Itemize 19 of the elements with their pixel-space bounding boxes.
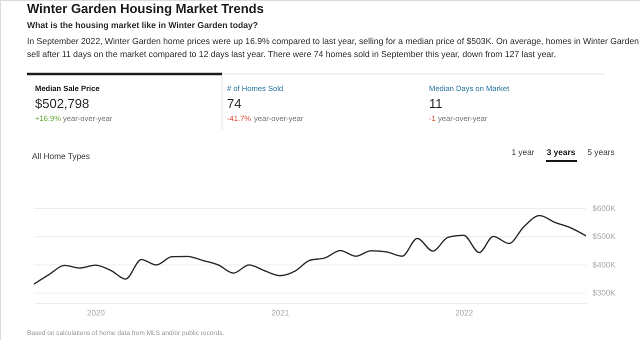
text: 1 year — [511, 147, 535, 157]
y-tick-label: $500K — [592, 232, 616, 242]
x-tick-label: 2021 — [271, 308, 290, 318]
text: $502,798 — [35, 96, 90, 111]
y-tick-label: $400K — [592, 260, 616, 270]
line-series — [33, 214, 587, 285]
x-tick-label: 2020 — [87, 308, 106, 318]
x-tick-label: 2022 — [455, 308, 474, 318]
text: 11 — [429, 96, 442, 111]
chart-title: Winter Garden Housing Market Trends — [27, 1, 264, 16]
text: In September 2022, Winter Garden home prices were up 16.9% compared to last year, selling for a median price of $503K. On average, homes in Winter Garden — [27, 36, 640, 46]
text: 5 years — [587, 147, 615, 157]
text: sell after 11 days on the market compared to 12 days last year. There were 74 homes sold in September this year, down from 127 last year. — [27, 49, 556, 59]
text: 3 years — [546, 147, 576, 157]
y-tick-label: $300K — [592, 288, 616, 298]
chart-subtitle: What is the housing market like in Winter Garden today? — [27, 20, 258, 30]
text: 74 — [227, 96, 242, 111]
text: All Home Types — [32, 151, 90, 161]
y-tick-label: $600K — [592, 204, 616, 213]
